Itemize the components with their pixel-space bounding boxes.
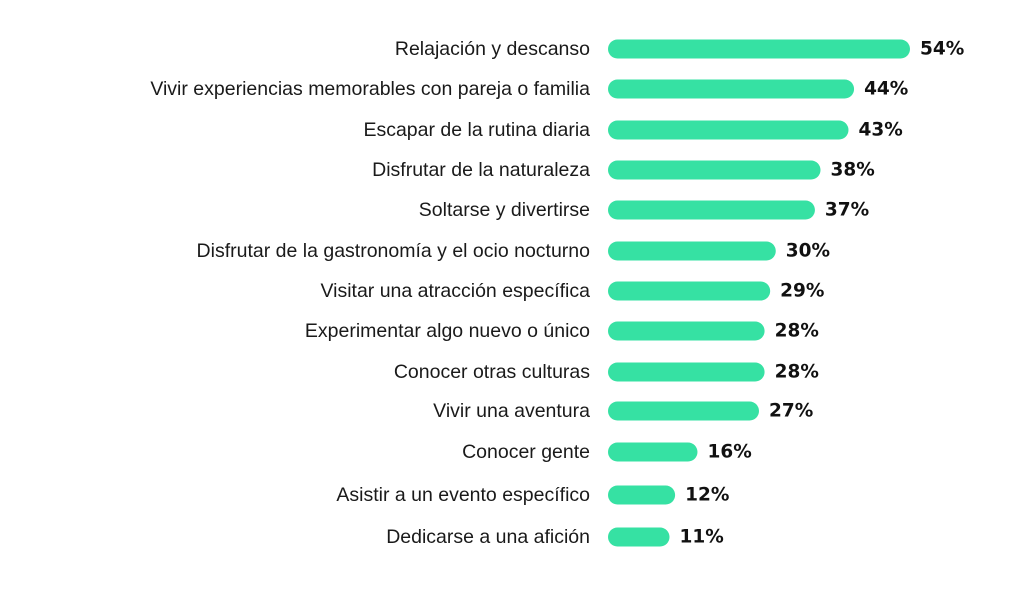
category-label: Conocer gente [462, 441, 590, 463]
value-label: 43% [858, 120, 902, 141]
bar [608, 200, 815, 220]
value-labels-group: 54% 44% 43% 38% 37% 30% 29% 28% 28% 27% 16% 12% 11% [680, 39, 965, 548]
value-label: 11% [680, 527, 724, 548]
value-label: 27% [769, 401, 813, 422]
category-labels-group: Relajación y descanso Vivir experiencias … [150, 38, 590, 548]
bar [608, 401, 759, 421]
bar [608, 120, 849, 140]
bar [608, 39, 910, 59]
value-label: 12% [685, 485, 729, 506]
bar [608, 281, 771, 301]
category-label: Dedicarse a una afición [386, 526, 590, 548]
bar [608, 160, 821, 180]
bar [608, 241, 776, 261]
bar [608, 485, 676, 505]
category-label: Relajación y descanso [395, 38, 590, 60]
category-label: Experimentar algo nuevo o único [305, 320, 590, 342]
bar [608, 442, 698, 462]
bar [608, 79, 855, 99]
category-label: Visitar una atracción específica [320, 280, 590, 302]
bar [608, 527, 670, 547]
category-label: Disfrutar de la gastronomía y el ocio no… [197, 240, 591, 262]
category-label: Vivir una aventura [433, 400, 590, 422]
value-label: 54% [920, 39, 964, 60]
value-label: 28% [775, 362, 819, 383]
bar [608, 362, 765, 382]
value-label: 29% [780, 281, 824, 302]
category-label: Disfrutar de la naturaleza [372, 159, 590, 181]
value-label: 44% [864, 79, 908, 100]
category-label: Soltarse y divertirse [419, 199, 590, 221]
value-label: 28% [775, 321, 819, 342]
value-label: 30% [786, 241, 830, 262]
bars-group [608, 39, 910, 547]
value-label: 38% [831, 160, 875, 181]
category-label: Escapar de la rutina diaria [363, 119, 590, 141]
value-label: 37% [825, 200, 869, 221]
category-label: Conocer otras culturas [394, 361, 590, 383]
category-label: Asistir a un evento específico [336, 484, 590, 506]
bar [608, 321, 765, 341]
value-label: 16% [707, 442, 751, 463]
category-label: Vivir experiencias memorables con pareja… [150, 78, 590, 100]
